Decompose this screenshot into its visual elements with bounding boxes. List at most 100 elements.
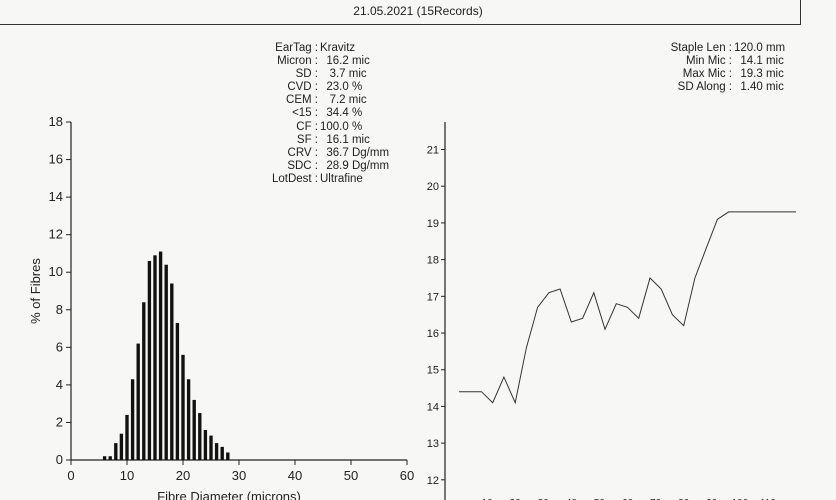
histogram-bar <box>119 433 124 460</box>
histogram-bar <box>153 255 157 460</box>
histogram-bar <box>186 379 191 460</box>
stat-row: CEM : 7.2 mic <box>180 94 389 107</box>
x-tick-label: 30 <box>538 498 550 500</box>
micron-profile-chart: 12 13 14 15 16 17 18 19 20 21 10 20 30 40 50 60 70 80 90 10… <box>427 122 796 500</box>
histogram-bar <box>142 302 146 460</box>
stat-row: Min Mic : 14.1 mic <box>620 55 785 68</box>
stat-value: 1.40 mic <box>734 81 784 94</box>
x-tick-label: 70 <box>650 498 662 500</box>
histogram-bar <box>102 456 107 460</box>
histogram-bar <box>175 322 180 460</box>
stat-row: Micron : 16.2 mic <box>180 55 389 68</box>
x-tick-label: 30 <box>232 468 246 483</box>
stat-row: CRV : 36.7 Dg/mm <box>180 146 390 160</box>
y-tick-label: 0 <box>56 452 63 467</box>
x-tick-label: 50 <box>594 498 606 500</box>
stat-label: EarTag : <box>275 42 318 54</box>
stat-value: Kravitz <box>320 42 356 54</box>
x-tick-label: 60 <box>622 498 634 500</box>
stat-value: 120.0 mm <box>734 42 786 54</box>
y-tick-label: 10 <box>49 264 63 279</box>
x-tick-label: 10 <box>482 498 494 500</box>
x-tick-label: 110 <box>760 498 776 500</box>
stat-label: LotDest : <box>271 172 318 185</box>
histogram-bar <box>158 251 163 460</box>
stat-label: CVD : <box>287 81 318 94</box>
micron-profile-line <box>459 211 796 405</box>
histogram-bar <box>181 354 185 460</box>
stat-label: CEM : <box>286 94 318 107</box>
fibre-statistics-panel: EarTag : Kravitz Micron : 16.2 mic SD : 3.7… <box>180 42 389 186</box>
stat-value: 16.1 mic <box>320 133 370 146</box>
y-tick-label: 2 <box>56 414 63 429</box>
histogram-bar <box>114 443 118 460</box>
stat-row: SF : 16.1 mic <box>180 134 389 147</box>
y-axis-label: % of Fibres <box>28 258 43 324</box>
histogram-bar <box>203 429 208 460</box>
y-tick-label: 12 <box>49 227 63 242</box>
histogram-bar <box>198 413 202 460</box>
stat-label: SF : <box>296 133 318 146</box>
stat-label: SDC : <box>287 159 318 172</box>
y-tick-label: 16 <box>427 328 439 340</box>
x-axis-label: Fibre Diameter (microns) <box>157 489 301 500</box>
stat-row: LotDest : Ultrafine <box>180 173 389 186</box>
stat-label: CRV : <box>287 146 318 159</box>
stat-value: 16.2 mic <box>320 55 370 68</box>
histogram-bar <box>192 399 196 460</box>
y-tick-label: 16 <box>49 152 63 167</box>
histogram-bar <box>125 414 129 460</box>
stat-label: SD : <box>295 68 318 81</box>
y-tick-label: 18 <box>49 114 63 129</box>
stat-row: Max Mic : 19.3 mic <box>620 68 785 81</box>
histogram-bar <box>214 443 219 460</box>
stat-value: 36.7 Dg/mm <box>320 146 390 159</box>
stat-value: 100.0 % <box>320 120 363 133</box>
y-tick-label: 15 <box>427 365 439 377</box>
stat-row: CVD : 23.0 % <box>180 81 389 94</box>
stat-label: Micron : <box>277 55 318 68</box>
stat-value: 7.2 mic <box>320 94 367 107</box>
histogram-bar <box>147 260 152 460</box>
y-tick-label: 6 <box>56 339 63 354</box>
y-tick-label: 17 <box>427 291 439 303</box>
y-tick-label: 21 <box>427 145 439 157</box>
x-tick-label: 40 <box>566 498 578 500</box>
x-tick-label: 20 <box>176 468 190 483</box>
y-tick-label: 18 <box>427 255 439 267</box>
histogram-bar <box>164 264 168 460</box>
x-tick-label: 40 <box>288 468 302 483</box>
y-tick-label: 4 <box>56 377 63 392</box>
histogram-bar <box>130 379 135 460</box>
stat-label: Min Mic : <box>686 55 732 68</box>
histogram-bar <box>136 343 140 460</box>
stat-row: CF :100.0 % <box>180 121 389 134</box>
fibre-diameter-histogram: 0 2 4 6 8 10 12 14 16 18 0 10 20 30 40 50 60 % of Fibres F… <box>28 114 414 500</box>
stat-row: EarTag : Kravitz <box>180 42 389 55</box>
y-tick-label: 19 <box>427 218 439 230</box>
x-tick-label: 0 <box>67 468 74 483</box>
stat-row: SDC : 28.9 Dg/mm <box>180 160 389 173</box>
y-tick-label: 13 <box>427 438 439 450</box>
report-header-frame <box>0 0 801 25</box>
y-tick-label: 14 <box>49 189 63 204</box>
stat-label: Max Mic : <box>682 68 732 81</box>
y-tick-label: 12 <box>427 475 439 487</box>
stat-value: 3.7 mic <box>320 68 367 81</box>
histogram-bar <box>170 283 174 460</box>
histogram-bar <box>220 446 224 460</box>
stat-value: 19.3 mic <box>734 68 784 81</box>
x-tick-label: 90 <box>706 498 718 500</box>
stat-label: CF : <box>296 120 318 133</box>
histogram-bar <box>209 435 213 460</box>
stat-value: 28.9 Dg/mm <box>320 159 390 172</box>
stat-value: Ultrafine <box>320 172 363 185</box>
y-tick-label: 20 <box>427 181 439 193</box>
stat-row: SD Along : 1.40 mic <box>620 81 785 94</box>
stat-value: 23.0 % <box>320 81 363 94</box>
staple-statistics-panel: Staple Len :120.0 mm Min Mic : 14.1 mic Ma… <box>620 42 786 94</box>
x-tick-label: 100 <box>731 498 748 500</box>
stat-label: <15 : <box>292 107 318 120</box>
stat-value: 14.1 mic <box>734 55 784 68</box>
